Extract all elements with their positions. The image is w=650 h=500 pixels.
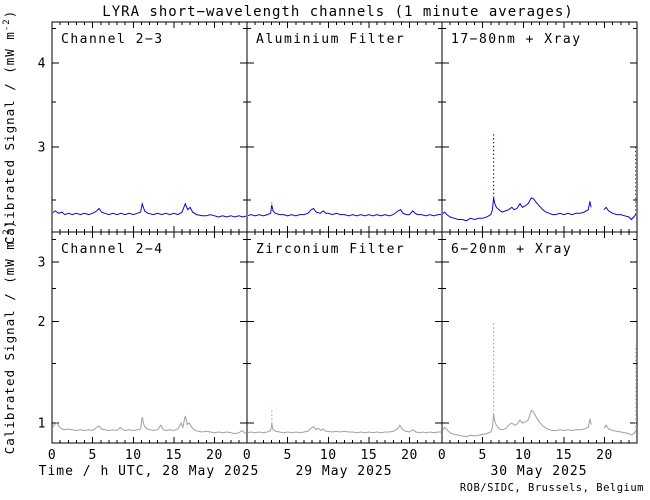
generated-labels: 4 3 Channel 2−3 Aluminium Filter 17−80nm + X… [38,32,613,463]
panel-curve-group [53,415,246,435]
x-tick-label: 5 [283,448,291,463]
panel-curve-group [443,321,636,438]
panel-frame [246,231,443,444]
x-tick-label: 0 [243,448,251,463]
panel-label-channel-2-3: Channel 2−3 [61,32,164,47]
y-axis-label-bottom-main: Calibrated Signal / (mW m [2,241,17,454]
x-tick-label: 10 [320,448,337,463]
date-label-30-may: 30 May 2025 [490,464,587,479]
y-tick-label: 3 [38,141,46,156]
y-axis-label-top-main: Calibrated Signal / (mW m [2,31,17,244]
data-line-channel-2-3 [248,204,441,217]
data-line-channel-2-3 [53,201,246,218]
panel-curve-group [248,407,441,434]
panel-label-zirconium-filter: Zirconium Filter [256,242,405,257]
x-tick-label: 5 [478,448,486,463]
x-tick-label: 20 [596,448,613,463]
panel-curve-group [443,131,636,222]
panel-frame [441,21,638,233]
panel-frame [51,21,248,233]
x-tick-label: 20 [206,448,223,463]
panel-label-aluminium-filter: Aluminium Filter [256,32,405,47]
data-line-channel-2-4 [53,415,246,435]
x-tick-label: 15 [166,448,183,463]
data-line-channel-2-4 [443,409,636,438]
panel-label-17-80nm-xray: 17−80nm + Xray [451,32,582,47]
data-line-channel-2-3 [443,197,636,222]
date-label-28-may: Time / h UTC, 28 May 2025 [39,464,260,479]
panel-label-6-20nm-xray: 6−20nm + Xray [451,242,572,257]
data-line-channel-2-4 [248,423,441,434]
x-tick-label: 10 [515,448,532,463]
y-tick-label: 4 [38,57,46,72]
panel-curve-group [248,202,441,217]
x-tick-label: 15 [361,448,378,463]
x-tick-label: 15 [556,448,573,463]
x-tick-label: 0 [438,448,446,463]
x-tick-label: 10 [125,448,142,463]
y-axis-label-top: Calibrated Signal / (mW m-2) [2,10,17,245]
credit-text: ROB/SIDC, Brussels, Belgium [460,482,644,494]
y-tick-label: 2 [38,315,46,330]
panel-frame [51,231,248,444]
x-tick-label: 0 [48,448,56,463]
panel-frame [441,231,638,444]
y-axis-label-bottom-close: ) [2,220,17,229]
x-tick-label: 5 [88,448,96,463]
date-label-29-may: 29 May 2025 [295,464,392,479]
panel-frames [51,21,638,444]
x-tick-label: 20 [401,448,418,463]
panel-frame [246,21,443,233]
y-axis-label-top-close: ) [2,10,17,19]
y-tick-label: 3 [38,256,46,271]
y-axis-label-bottom-sup: -2 [2,228,12,241]
y-axis-label-bottom: Calibrated Signal / (mW m-2) [2,220,17,455]
panel-curve-group [53,201,246,218]
panel-label-channel-2-4: Channel 2−4 [61,242,164,257]
plot-title: LYRA short−wavelength channels (1 minute… [102,4,573,20]
y-axis-label-top-sup: -2 [2,18,12,31]
data-curves [53,131,636,438]
y-tick-label: 1 [38,416,46,431]
